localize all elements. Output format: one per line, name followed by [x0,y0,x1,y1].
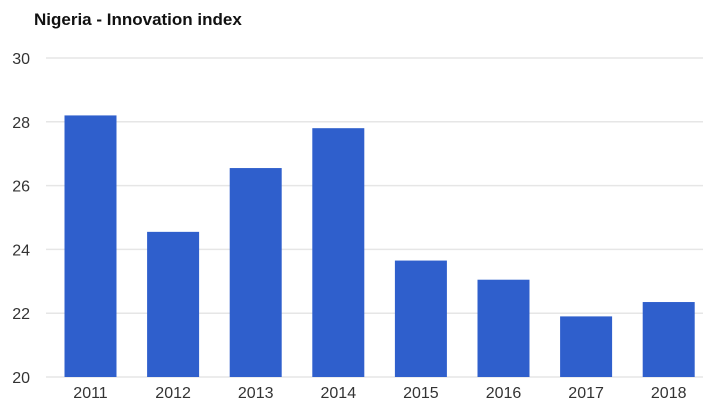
y-tick-label: 24 [12,242,30,259]
bar-2017[interactable] [560,316,613,377]
y-tick-label: 28 [12,115,30,132]
x-tick-label: 2018 [651,385,687,400]
y-axis-tick-labels: 20 22 24 26 28 30 [12,51,30,387]
bar-2013[interactable] [229,168,282,377]
x-tick-label: 2017 [568,385,604,400]
y-tick-label: 22 [12,306,30,323]
bar-2015[interactable] [394,260,447,377]
bar-2014[interactable] [312,128,365,377]
x-tick-label: 2011 [73,385,108,400]
bar-2018[interactable] [642,302,695,377]
bar-2011[interactable] [64,115,117,378]
bar-2016[interactable] [477,279,530,377]
bar-2012[interactable] [147,231,200,377]
x-tick-label: 2014 [321,385,357,400]
x-tick-label: 2012 [155,385,191,400]
y-tick-label: 30 [12,51,30,68]
x-axis-tick-labels: 2011 2012 2013 2014 2015 2016 2017 2018 [73,385,686,400]
bars [64,115,695,378]
x-tick-label: 2013 [238,385,274,400]
y-tick-label: 26 [12,179,30,196]
chart-title: Nigeria - Innovation index [34,10,242,29]
y-tick-label: 20 [12,370,30,387]
x-tick-label: 2016 [486,385,522,400]
x-tick-label: 2015 [403,385,439,400]
